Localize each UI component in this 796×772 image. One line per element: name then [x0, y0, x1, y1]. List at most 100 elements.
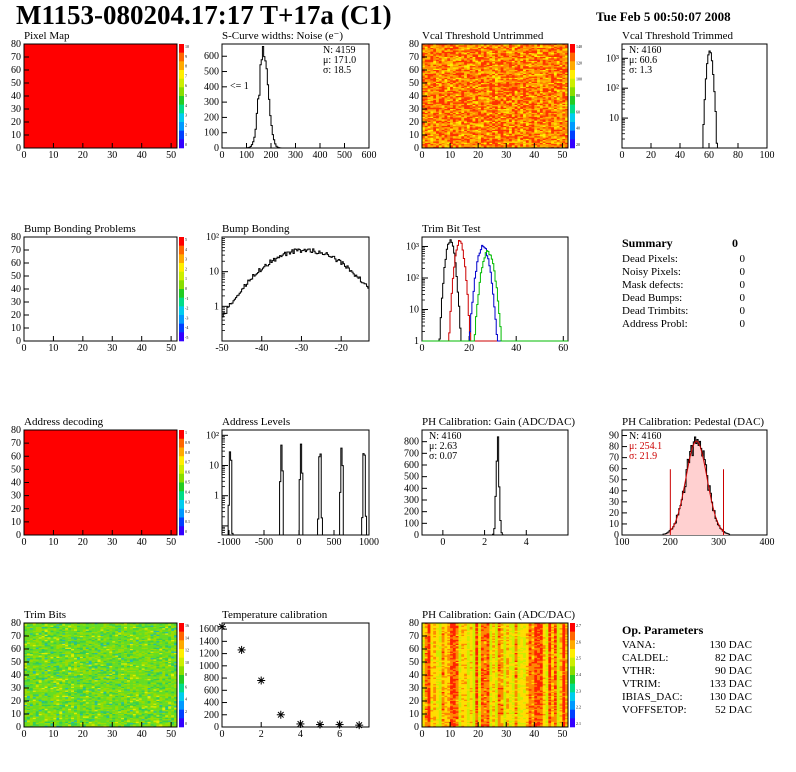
heatmap-cell: [539, 103, 544, 106]
heatmap-cell: [503, 110, 507, 112]
heatmap-cell: [447, 92, 451, 94]
heatmap-cell: [480, 103, 485, 106]
heatmap-cell: [497, 92, 501, 94]
heatmap-cell: [430, 106, 434, 108]
heatmap-cell: [26, 688, 31, 690]
heatmap-cell: [556, 97, 560, 99]
heatmap-cell: [450, 85, 454, 88]
heatmap-cell: [29, 655, 34, 658]
heatmap-cell: [539, 58, 544, 60]
heatmap-cell: [450, 62, 454, 64]
heatmap-cell: [553, 114, 558, 116]
heatmap-cell: [472, 90, 476, 93]
heatmap-cell: [520, 107, 524, 110]
heatmap-cell: [32, 643, 37, 646]
heatmap-cell: [444, 84, 448, 86]
heatmap-cell: [466, 140, 471, 142]
heatmap-cell: [478, 79, 482, 81]
x-tick-label: 60: [558, 343, 568, 354]
histogram-line: [422, 436, 568, 536]
heatmap-cell: [511, 64, 515, 67]
heatmap-cell: [523, 98, 527, 101]
heatmap-cell: [458, 123, 462, 125]
heatmap-cell: [455, 122, 459, 124]
heatmap-cell: [427, 116, 431, 119]
heatmap-cell: [506, 57, 510, 59]
heatmap-cell: [447, 145, 451, 147]
heatmap-cell: [503, 112, 507, 115]
heatmap-cell: [433, 54, 437, 56]
heatmap-cell: [509, 127, 513, 129]
heatmap-cell: [24, 633, 28, 635]
heatmap-cell: [469, 60, 473, 63]
heatmap-cell: [531, 72, 535, 75]
heatmap-cell: [528, 109, 532, 111]
heatmap-cell: [422, 97, 426, 99]
heatmap-cell: [455, 92, 459, 94]
heatmap-cell: [424, 124, 428, 127]
heatmap-cell: [475, 72, 479, 75]
heatmap-cell: [559, 142, 563, 145]
heatmap-cell: [514, 127, 518, 129]
heatmap-cell: [545, 137, 549, 140]
heatmap-cell: [551, 44, 555, 46]
heatmap-cell: [29, 698, 34, 700]
heatmap-cell: [436, 64, 440, 67]
heatmap-cell: [478, 63, 482, 66]
heatmap-cell: [483, 79, 487, 81]
histogram-line: [422, 240, 568, 342]
y-tick-label: 20: [11, 504, 21, 515]
heatmap-cell: [565, 99, 569, 102]
heatmap-cell: [433, 145, 437, 147]
heatmap-cell: [503, 120, 507, 123]
heatmap-cell: [551, 114, 555, 116]
heatmap-cell: [548, 118, 552, 120]
heatmap-cell: [26, 638, 31, 641]
heatmap-cell: [441, 140, 445, 142]
palette-label: 9: [185, 54, 187, 59]
heatmap-cell: [447, 83, 451, 85]
heatmap-cell: [556, 118, 560, 120]
x-tick-label: 40: [137, 150, 147, 161]
heatmap-cell: [523, 112, 527, 115]
heatmap-cell: [565, 118, 569, 120]
heatmap-cell: [534, 103, 538, 106]
heatmap-cell: [548, 132, 552, 134]
heatmap-cell: [444, 45, 448, 47]
heatmap-cell: [551, 70, 555, 72]
heatmap-cell: [447, 47, 451, 50]
heatmap-cell: [506, 141, 510, 144]
heatmap-cell: [520, 84, 524, 86]
heatmap-cell: [458, 81, 462, 84]
heatmap-cell: [483, 96, 487, 98]
heatmap-cell: [506, 132, 510, 134]
palette-swatch: [570, 44, 575, 53]
heatmap-cell: [24, 675, 28, 677]
heatmap-cell: [430, 64, 434, 67]
heatmap-cell: [422, 60, 426, 63]
heatmap-cell: [500, 109, 504, 111]
heatmap-cell: [548, 60, 552, 63]
heatmap-cell: [478, 137, 482, 140]
heatmap-cell: [447, 63, 451, 66]
heatmap-cell: [455, 81, 459, 84]
heatmap-cell: [523, 71, 527, 73]
heatmap-cell: [483, 71, 487, 73]
heatmap-cell: [523, 105, 527, 107]
heatmap-cell: [450, 60, 454, 63]
heatmap-cell: [539, 63, 544, 66]
heatmap-cell: [545, 81, 549, 84]
heatmap-cell: [539, 112, 544, 115]
heatmap-cell: [455, 72, 459, 75]
heatmap-cell: [444, 67, 448, 69]
heatmap-cell: [475, 50, 479, 53]
heatmap-cell: [545, 119, 549, 121]
heatmap-cell: [461, 107, 465, 110]
heatmap-cell: [483, 97, 487, 99]
heatmap-cell: [29, 625, 34, 628]
y-tick-label: 30: [409, 104, 419, 115]
palette-swatch: [179, 96, 184, 105]
heatmap-cell: [545, 116, 549, 119]
heatmap-cell: [458, 55, 462, 58]
heatmap-cell: [542, 80, 546, 82]
